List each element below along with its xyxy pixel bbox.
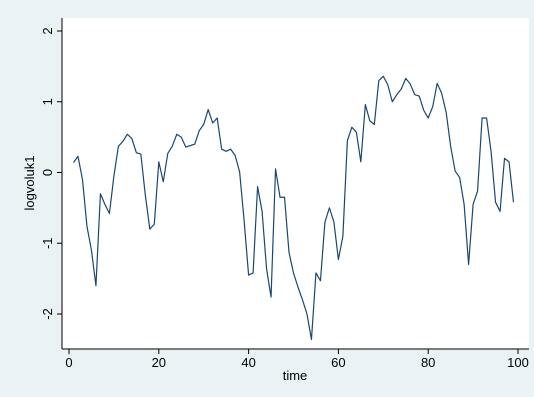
- y-tick-label: 0: [40, 169, 55, 176]
- x-tick-label: 80: [421, 355, 435, 370]
- series-line: [72, 75, 515, 341]
- x-tick-label: 40: [241, 355, 255, 370]
- x-tick-label: 60: [331, 355, 345, 370]
- x-tick-label: 0: [65, 355, 72, 370]
- y-tick-label: 1: [40, 98, 55, 105]
- plot-area: [62, 18, 529, 349]
- y-axis-title: logvoluk1: [22, 156, 37, 211]
- x-axis: 0 20 40 60 80 100: [62, 348, 529, 370]
- series-layer: [72, 75, 515, 341]
- x-tick-label: 20: [152, 355, 166, 370]
- x-tick-label: 100: [507, 355, 529, 370]
- y-tick-label: 2: [40, 27, 55, 34]
- y-tick-label: -1: [40, 237, 55, 249]
- x-axis-title: time: [283, 368, 308, 383]
- y-axis: -2 -1 0 1 2: [40, 18, 63, 349]
- y-tick-label: -2: [40, 308, 55, 320]
